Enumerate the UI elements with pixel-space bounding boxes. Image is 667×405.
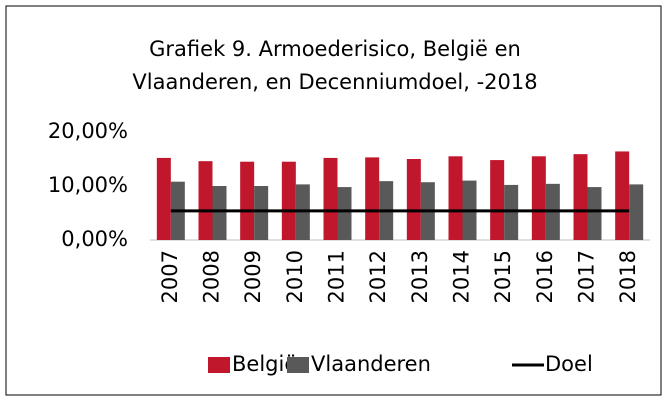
bar	[212, 186, 227, 240]
bar	[573, 154, 588, 240]
x-tick-label: 2010	[283, 250, 307, 303]
bar	[365, 157, 380, 240]
bar	[240, 161, 255, 240]
chart-title: Grafiek 9. Armoederisico, België en	[149, 37, 521, 61]
x-tick-label: 2016	[533, 250, 557, 303]
bar	[629, 184, 644, 240]
legend-label: Vlaanderen	[311, 352, 431, 376]
chart-title: Vlaanderen, en Decenniumdoel, -2018	[132, 70, 537, 94]
legend-swatch	[208, 357, 230, 373]
bar	[156, 157, 171, 240]
x-tick-label: 2014	[450, 250, 474, 303]
x-tick-label: 2012	[366, 250, 390, 303]
x-tick-label: 2011	[325, 250, 349, 303]
legend-label: Doel	[545, 352, 593, 376]
x-tick-label: 2008	[200, 250, 224, 303]
bar	[406, 159, 421, 240]
x-tick-label: 2015	[491, 250, 515, 303]
x-tick-label: 2009	[241, 250, 265, 303]
bar	[587, 187, 602, 240]
x-tick-label: 2013	[408, 250, 432, 303]
x-tick-label: 2017	[575, 250, 599, 303]
x-tick-label: 2007	[158, 250, 182, 303]
x-tick-label: 2018	[616, 250, 640, 303]
bar	[281, 161, 296, 240]
y-tick-label: 10,00%	[48, 173, 128, 197]
bar	[198, 161, 213, 240]
legend-label: België	[232, 352, 297, 376]
legend-swatch	[287, 357, 309, 373]
bar	[504, 184, 519, 240]
bar	[490, 160, 505, 240]
bar	[323, 157, 338, 240]
bar	[337, 187, 352, 240]
bar	[254, 186, 269, 240]
bar	[448, 156, 463, 240]
y-tick-label: 0,00%	[61, 227, 128, 251]
bar	[531, 156, 546, 240]
bar	[615, 151, 630, 240]
y-tick-label: 20,00%	[48, 119, 128, 143]
